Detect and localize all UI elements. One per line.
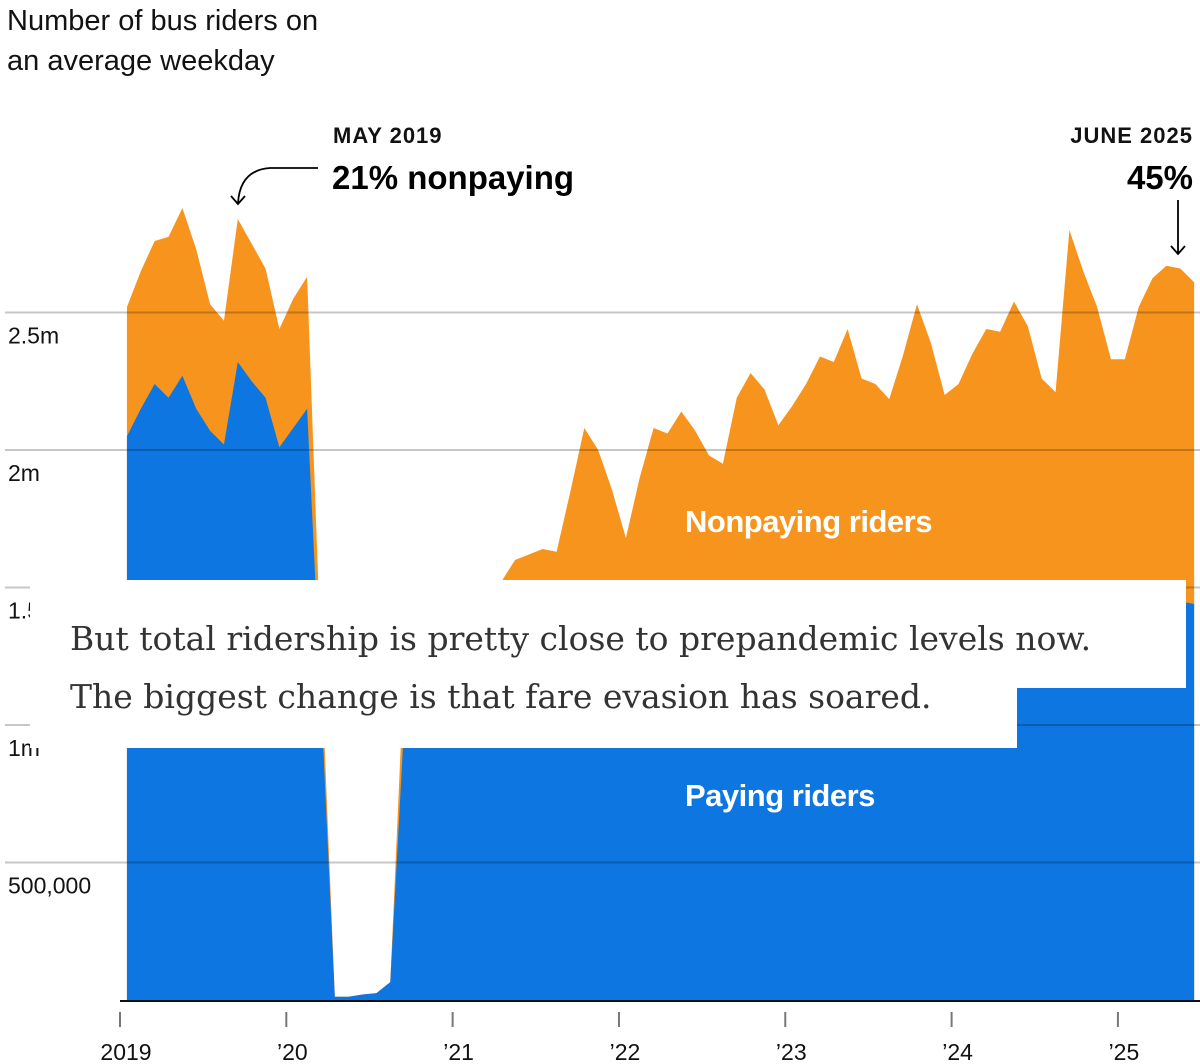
y-tick-label: 2m (8, 460, 40, 486)
curved-arrow-icon (237, 167, 318, 204)
x-tick-label: ’25 (1109, 1039, 1140, 1064)
paying-series-label: Paying riders (685, 778, 875, 813)
arrowhead-icon (230, 195, 246, 206)
overlay-box-line-1 (30, 580, 1186, 688)
x-tick-label: ’21 (443, 1039, 474, 1064)
x-tick-label: ’24 (942, 1039, 973, 1064)
x-tick-label: 2019 (100, 1039, 151, 1064)
overlay-line-2: The biggest change is that fare evasion … (70, 677, 932, 716)
x-tick-label: ’20 (277, 1039, 308, 1064)
chart-title-line-2: an average weekday (7, 45, 275, 77)
annotation-may-2019-date: MAY 2019 (333, 123, 443, 148)
y-tick-label: 2.5m (8, 323, 59, 349)
chart-title-line-1: Number of bus riders on (7, 5, 318, 37)
y-tick-label: 500,000 (8, 873, 91, 899)
nonpaying-series-label: Nonpaying riders (685, 504, 932, 539)
overlay-caption: But total ridership is pretty close to p… (30, 580, 1186, 748)
overlay-line-1: But total ridership is pretty close to p… (70, 619, 1091, 658)
annotation-june-2025-value: 45% (1127, 159, 1193, 196)
x-tick-label: ’23 (776, 1039, 807, 1064)
overlay-box-line-2 (30, 688, 1017, 748)
x-axis: 2019 ’20 ’21 ’22 ’23 ’24 ’25 (100, 1000, 1200, 1064)
annotation-june-2025-date: JUNE 2025 (1070, 123, 1193, 148)
x-tick-label: ’22 (610, 1039, 641, 1064)
down-arrow-icon (1170, 200, 1186, 256)
annotation-may-2019-value: 21% nonpaying (332, 159, 574, 196)
